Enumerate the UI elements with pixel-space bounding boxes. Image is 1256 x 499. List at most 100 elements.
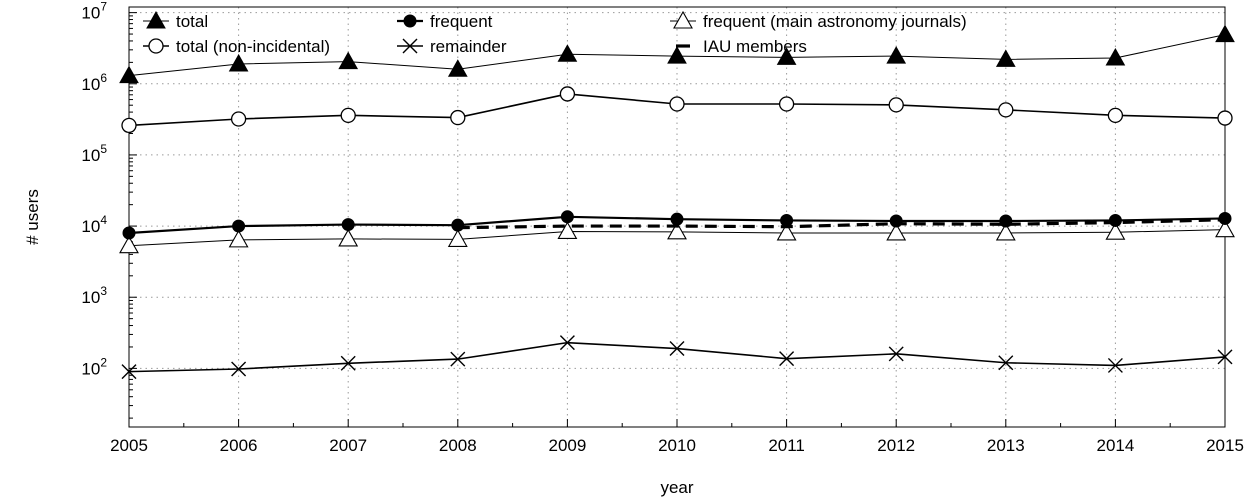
x-tick-label: 2009 <box>548 436 586 455</box>
marker-circle-filled <box>341 218 355 232</box>
marker-cross <box>450 351 466 367</box>
legend-item-iau: IAU members <box>676 37 807 56</box>
legend-item-frequent_main: frequent (main astronomy journals) <box>670 10 967 31</box>
marker-cross-stroke <box>1107 357 1123 373</box>
marker-triangle-open <box>673 10 693 29</box>
marker-triangle-filled <box>557 44 578 62</box>
marker-triangle-open <box>557 221 578 240</box>
marker-triangle-open <box>338 228 359 247</box>
legend-label: total (non-incidental) <box>176 37 330 56</box>
marker-triangle-filled <box>667 46 687 64</box>
marker-triangle-open <box>995 222 1016 241</box>
marker-cross-stroke <box>779 351 795 367</box>
marker-cross-stroke <box>121 364 137 380</box>
marker-triangle-filled <box>228 53 249 72</box>
marker-cross-stroke <box>888 346 904 362</box>
marker-circle-open <box>888 97 904 113</box>
marker-circle-open <box>998 102 1014 118</box>
legend-label: IAU members <box>703 37 807 56</box>
legend-label: frequent (main astronomy journals) <box>703 12 967 31</box>
y-tick-label: 107 <box>81 0 107 23</box>
y-tick-label: 102 <box>81 355 107 378</box>
y-tick-label: 105 <box>81 142 107 165</box>
marker-cross-stroke <box>402 38 418 54</box>
axes: 2005 2006 2007 2008 2009 2010 2011 2012 2013 2014… <box>81 0 1244 455</box>
marker-circle-filled <box>999 214 1013 228</box>
marker-triangle-filled <box>146 10 166 29</box>
y-tick-label: 103 <box>81 284 107 307</box>
x-tick-label: 2015 <box>1206 436 1244 455</box>
marker-cross-stroke <box>998 355 1014 371</box>
marker-triangle-filled <box>995 49 1016 67</box>
marker-circle-filled <box>780 213 794 227</box>
x-axis-title: year <box>660 478 693 497</box>
y-tick-label: 106 <box>81 71 107 94</box>
marker-circle-open <box>450 109 466 126</box>
marker-cross <box>998 355 1014 371</box>
x-tick-label: 2013 <box>987 436 1025 455</box>
marker-cross <box>402 38 418 54</box>
marker-cross-stroke <box>231 361 247 377</box>
marker-cross-stroke <box>559 335 575 351</box>
marker-triangle-open <box>447 229 468 247</box>
series-frequent <box>122 210 1232 240</box>
legend: total frequent frequent (main astronomy jo… <box>143 10 967 56</box>
legend-item-remainder: remainder <box>397 37 507 56</box>
series <box>119 24 1235 380</box>
marker-cross <box>779 351 795 367</box>
marker-triangle-open <box>776 222 797 241</box>
marker-circle-filled <box>403 14 417 28</box>
legend-label: total <box>176 12 208 31</box>
marker-triangle-filled <box>1215 24 1235 43</box>
marker-cross <box>888 346 904 362</box>
series-line-remainder <box>128 341 1226 373</box>
legend-item-frequent: frequent <box>397 12 493 31</box>
x-tick-label: 2008 <box>439 436 477 455</box>
marker-cross <box>1107 357 1123 373</box>
marker-cross-stroke <box>340 355 356 371</box>
legend-item-total: total <box>143 10 208 31</box>
marker-circle-filled <box>232 219 246 233</box>
marker-triangle-open <box>667 221 687 240</box>
marker-triangle-filled <box>119 65 139 84</box>
marker-cross <box>340 355 356 371</box>
marker-triangle-open <box>886 222 907 241</box>
x-tick-label: 2011 <box>768 436 805 455</box>
marker-circle-filled <box>1218 211 1232 225</box>
y-tick-label: 104 <box>81 213 107 236</box>
marker-triangle-filled <box>886 46 907 64</box>
marker-circle-open <box>121 117 137 134</box>
series-remainder <box>121 335 1233 380</box>
x-tick-label: 2012 <box>877 436 915 455</box>
marker-cross <box>1217 349 1233 365</box>
marker-cross <box>121 364 137 380</box>
marker-cross-stroke <box>669 341 685 357</box>
marker-circle-open <box>340 107 356 124</box>
legend-label: remainder <box>430 37 507 56</box>
marker-circle-filled <box>451 218 465 232</box>
y-axis-title: # users <box>23 189 42 245</box>
marker-circle-open <box>559 86 576 102</box>
marker-circle-filled <box>560 210 574 224</box>
series-iau <box>457 218 1226 230</box>
legend-item-total_nonincidental: total (non-incidental) <box>143 37 330 56</box>
marker-circle-filled <box>670 212 684 226</box>
series-total <box>119 24 1235 84</box>
marker-cross <box>231 361 247 377</box>
marker-circle-open <box>778 96 795 112</box>
series-total_nonincidental <box>121 86 1233 134</box>
marker-triangle-open <box>119 235 139 254</box>
marker-circle-filled <box>122 226 136 240</box>
x-tick-label: 2007 <box>329 436 367 455</box>
marker-triangle-filled <box>1105 48 1126 66</box>
marker-triangle-open <box>228 229 249 248</box>
x-tick-label: 2006 <box>220 436 258 455</box>
marker-cross-stroke <box>450 351 466 367</box>
marker-circle-open <box>230 111 247 127</box>
x-tick-label: 2010 <box>658 436 696 455</box>
marker-triangle-open <box>1105 222 1126 240</box>
marker-triangle-filled <box>447 59 468 77</box>
marker-triangle-open <box>1215 219 1235 238</box>
marker-triangle-filled <box>338 51 359 70</box>
